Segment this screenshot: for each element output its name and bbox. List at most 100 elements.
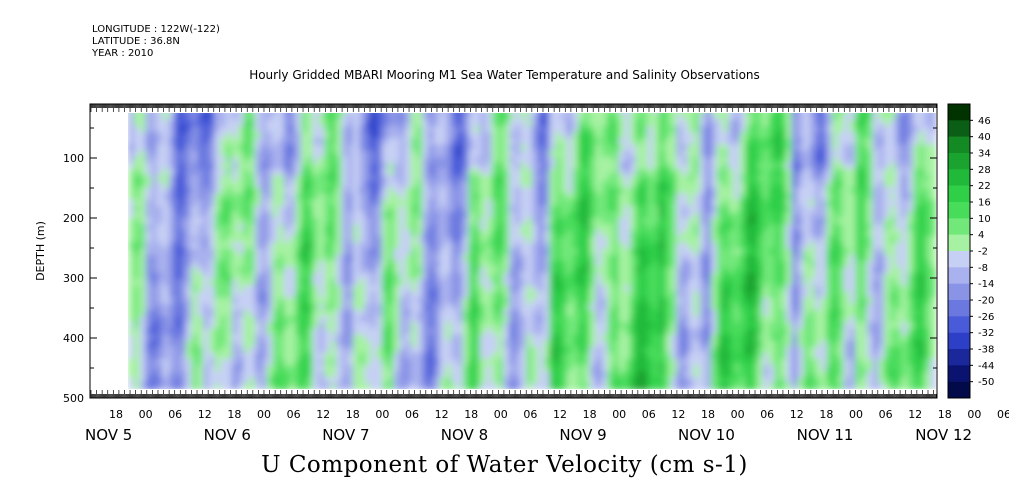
heatmap-cell <box>353 224 360 231</box>
heatmap-cell <box>583 316 591 323</box>
heatmap-cell <box>312 113 320 121</box>
heatmap-cell <box>306 297 314 305</box>
heatmap-cell <box>295 248 302 256</box>
heatmap-cell <box>353 273 360 280</box>
heatmap-cell <box>330 175 337 182</box>
heatmap-cell <box>220 230 227 237</box>
heatmap-cell <box>381 334 389 342</box>
heatmap-cell <box>370 217 377 225</box>
heatmap-cell <box>630 132 637 139</box>
heatmap-cell <box>532 358 539 366</box>
heatmap-cell <box>416 181 423 188</box>
heatmap-cell <box>197 144 204 152</box>
heatmap-cell <box>353 334 360 342</box>
heatmap-cell <box>376 377 383 385</box>
heatmap-cell <box>583 113 591 115</box>
heatmap-cell <box>641 346 649 354</box>
heatmap-cell <box>191 138 198 145</box>
heatmap-cell <box>658 279 666 286</box>
heatmap-cell <box>745 205 752 213</box>
heatmap-cell <box>751 119 758 127</box>
heatmap-cell <box>381 211 389 219</box>
heatmap-cell <box>243 193 250 201</box>
heatmap-cell <box>364 199 371 207</box>
heatmap-cell <box>485 309 493 317</box>
heatmap-cell <box>197 156 204 164</box>
heatmap-cell <box>549 199 556 207</box>
heatmap-cell <box>555 260 562 268</box>
heatmap-cell <box>635 328 643 336</box>
heatmap-cell <box>145 260 152 268</box>
heatmap-cell <box>191 352 198 360</box>
heatmap-cell <box>156 334 164 342</box>
heatmap-cell <box>214 316 221 323</box>
heatmap-cell <box>474 316 481 323</box>
heatmap-cell <box>682 113 689 115</box>
heatmap-cell <box>278 346 285 354</box>
heatmap-cell <box>618 309 625 317</box>
heatmap-cell <box>624 291 631 299</box>
heatmap-cell <box>220 175 227 182</box>
heatmap-cell <box>260 175 268 182</box>
heatmap-cell <box>162 113 169 121</box>
heatmap-cell <box>278 181 285 188</box>
heatmap-cell <box>549 248 556 256</box>
heatmap-cell <box>370 162 377 170</box>
heatmap-cell <box>139 266 146 274</box>
heatmap-cell <box>722 162 729 170</box>
heatmap-cell <box>456 248 464 256</box>
heatmap-cell <box>734 377 741 385</box>
heatmap-cell <box>208 236 216 244</box>
heatmap-cell <box>485 303 493 311</box>
heatmap-cell <box>693 199 700 207</box>
heatmap-cell <box>237 156 245 164</box>
heatmap-cell <box>231 162 239 170</box>
heatmap-cell <box>670 168 677 176</box>
heatmap-cell <box>266 168 273 176</box>
heatmap-cell <box>624 254 631 262</box>
heatmap-cell <box>410 365 418 372</box>
heatmap-cell <box>705 273 712 280</box>
heatmap-cell <box>203 309 210 317</box>
heatmap-cell <box>716 377 724 385</box>
heatmap-cell <box>641 113 649 121</box>
heatmap-cell <box>387 119 395 127</box>
heatmap-cell <box>174 125 181 133</box>
heatmap-cell <box>422 181 429 188</box>
heatmap-cell <box>601 162 608 170</box>
heatmap-cell <box>474 138 481 145</box>
heatmap-cell <box>520 150 527 158</box>
heatmap-cell <box>670 224 677 231</box>
heatmap-cell <box>197 138 204 145</box>
heatmap-cell <box>439 352 447 360</box>
heatmap-cell <box>710 236 718 244</box>
heatmap-cell <box>174 193 181 201</box>
heatmap-cell <box>220 156 227 164</box>
heatmap-cell <box>243 125 250 133</box>
heatmap-cell <box>549 346 556 354</box>
heatmap-cell <box>578 193 585 201</box>
heatmap-cell <box>243 205 250 213</box>
heatmap-cell <box>578 187 585 195</box>
heatmap-cell <box>641 260 649 268</box>
heatmap-cell <box>583 168 591 176</box>
heatmap-cell <box>520 291 527 299</box>
heatmap-cell <box>214 168 221 176</box>
heatmap-cell <box>451 230 458 237</box>
heatmap-cell <box>243 113 250 115</box>
heatmap-cell <box>537 279 545 286</box>
heatmap-cell <box>278 236 285 244</box>
heatmap-cell <box>560 175 568 182</box>
heatmap-cell <box>266 303 273 311</box>
heatmap-cell <box>387 248 395 256</box>
heatmap-cell <box>462 346 470 354</box>
heatmap-cell <box>728 162 735 170</box>
heatmap-cell <box>381 309 389 317</box>
heatmap-cell <box>347 168 354 176</box>
heatmap-cell <box>364 316 371 323</box>
heatmap-cell <box>630 162 637 170</box>
heatmap-cell <box>687 346 695 354</box>
heatmap-cell <box>474 266 481 274</box>
heatmap-cell <box>145 254 152 262</box>
heatmap-cell <box>208 291 216 299</box>
